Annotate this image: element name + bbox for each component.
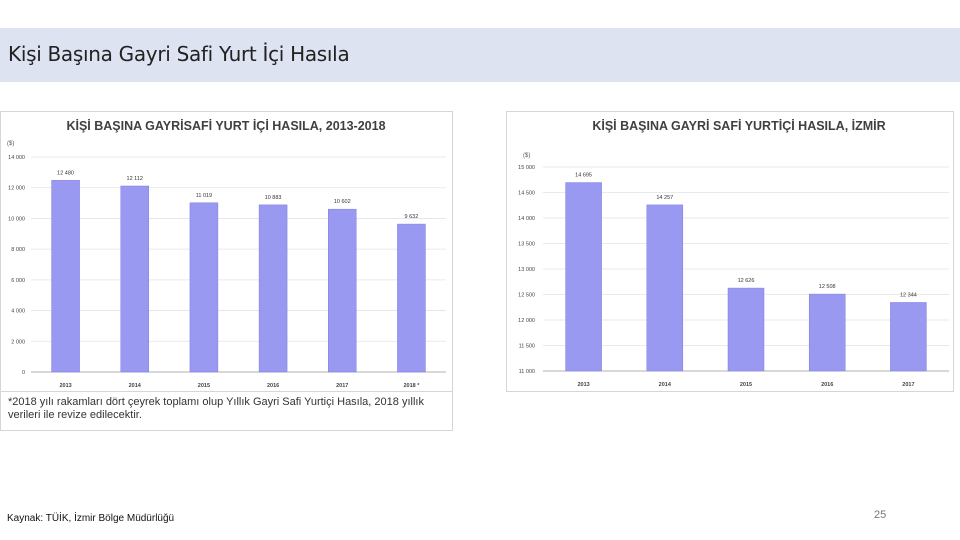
x-tick-label: 2013 bbox=[59, 383, 71, 389]
chart-title: KİŞİ BAŞINA GAYRİSAFİ YURT İÇİ HASILA, 2… bbox=[66, 118, 385, 133]
data-label: 10 883 bbox=[265, 195, 282, 201]
footnote: *2018 yılı rakamları dört çeyrek toplamı… bbox=[8, 396, 424, 421]
bar bbox=[397, 223, 426, 373]
y-tick-label: 14 000 bbox=[518, 216, 535, 222]
chart-panel-izmir: KİŞİ BAŞINA GAYRİ SAFİ YURTİÇİ HASILA, İ… bbox=[506, 111, 954, 392]
y-tick-label: 13 500 bbox=[518, 242, 535, 248]
y-tick-label: 12 500 bbox=[518, 293, 535, 299]
y-tick-label: 14 500 bbox=[518, 191, 535, 197]
data-label: 10 602 bbox=[334, 199, 351, 205]
page-number: 25 bbox=[874, 509, 887, 521]
y-tick-label: 2 000 bbox=[11, 339, 25, 345]
chart-title: KİŞİ BAŞINA GAYRİ SAFİ YURTİÇİ HASILA, İ… bbox=[592, 118, 885, 133]
y-tick-label: 14 000 bbox=[8, 155, 25, 161]
x-tick-label: 2017 bbox=[336, 383, 348, 389]
x-tick-label: 2013 bbox=[577, 382, 589, 388]
y-tick-label: 11 500 bbox=[519, 344, 535, 350]
bar bbox=[646, 204, 684, 372]
data-label: 12 112 bbox=[127, 176, 143, 182]
y-tick-label: 12 000 bbox=[8, 186, 25, 192]
y-tick-label: 11 000 bbox=[519, 369, 535, 375]
x-tick-label: 2015 bbox=[740, 382, 752, 388]
y-axis-unit-label: ($) bbox=[523, 153, 530, 159]
data-label: 11 019 bbox=[196, 193, 212, 199]
y-tick-label: 6 000 bbox=[11, 278, 25, 284]
bar bbox=[808, 293, 846, 372]
slide-title: Kişi Başına Gayri Safi Yurt İçi Hasıla bbox=[8, 42, 350, 66]
x-tick-label: 2016 bbox=[267, 383, 279, 389]
y-axis-unit-label: ($) bbox=[7, 141, 14, 147]
data-label: 14 695 bbox=[575, 173, 592, 179]
bar bbox=[890, 302, 927, 372]
bar bbox=[727, 287, 765, 372]
x-tick-label: 2014 bbox=[129, 383, 142, 389]
footnote-box: *2018 yılı rakamları dört çeyrek toplamı… bbox=[0, 392, 453, 431]
data-label: 12 480 bbox=[57, 170, 74, 176]
bar bbox=[565, 182, 602, 372]
x-tick-label: 2016 bbox=[821, 382, 833, 388]
y-tick-label: 12 000 bbox=[518, 318, 535, 324]
bar bbox=[51, 180, 80, 373]
y-tick-label: 4 000 bbox=[11, 309, 25, 315]
chart-panel-turkey: KİŞİ BAŞINA GAYRİSAFİ YURT İÇİ HASILA, 2… bbox=[0, 111, 453, 392]
chart-izmir-gdp-per-capita: KİŞİ BAŞINA GAYRİ SAFİ YURTİÇİ HASILA, İ… bbox=[518, 118, 949, 388]
source-note: Kaynak: TÜİK, İzmir Bölge Müdürlüğü bbox=[7, 513, 175, 524]
y-tick-label: 8 000 bbox=[11, 247, 25, 253]
chart-turkey-gdp-per-capita: KİŞİ BAŞINA GAYRİSAFİ YURT İÇİ HASILA, 2… bbox=[7, 118, 446, 389]
y-tick-label: 10 000 bbox=[8, 216, 25, 222]
data-label: 12 626 bbox=[738, 278, 755, 284]
data-label: 12 508 bbox=[819, 284, 836, 290]
y-tick-label: 15 000 bbox=[518, 165, 535, 171]
bar bbox=[258, 204, 288, 373]
y-tick-label: 13 000 bbox=[518, 267, 535, 273]
x-tick-label: 2014 bbox=[659, 382, 672, 388]
bar bbox=[328, 208, 357, 373]
bar bbox=[120, 185, 149, 373]
y-tick-label: 0 bbox=[22, 370, 25, 376]
data-label: 9 632 bbox=[405, 214, 419, 220]
data-label: 14 257 bbox=[656, 195, 673, 201]
x-tick-label: 2017 bbox=[902, 382, 914, 388]
x-tick-label: 2015 bbox=[198, 383, 210, 389]
data-label: 12 344 bbox=[900, 292, 917, 298]
title-band: Kişi Başına Gayri Safi Yurt İçi Hasıla bbox=[0, 28, 960, 82]
x-tick-label: 2018 * bbox=[403, 383, 420, 389]
bar bbox=[189, 202, 219, 373]
